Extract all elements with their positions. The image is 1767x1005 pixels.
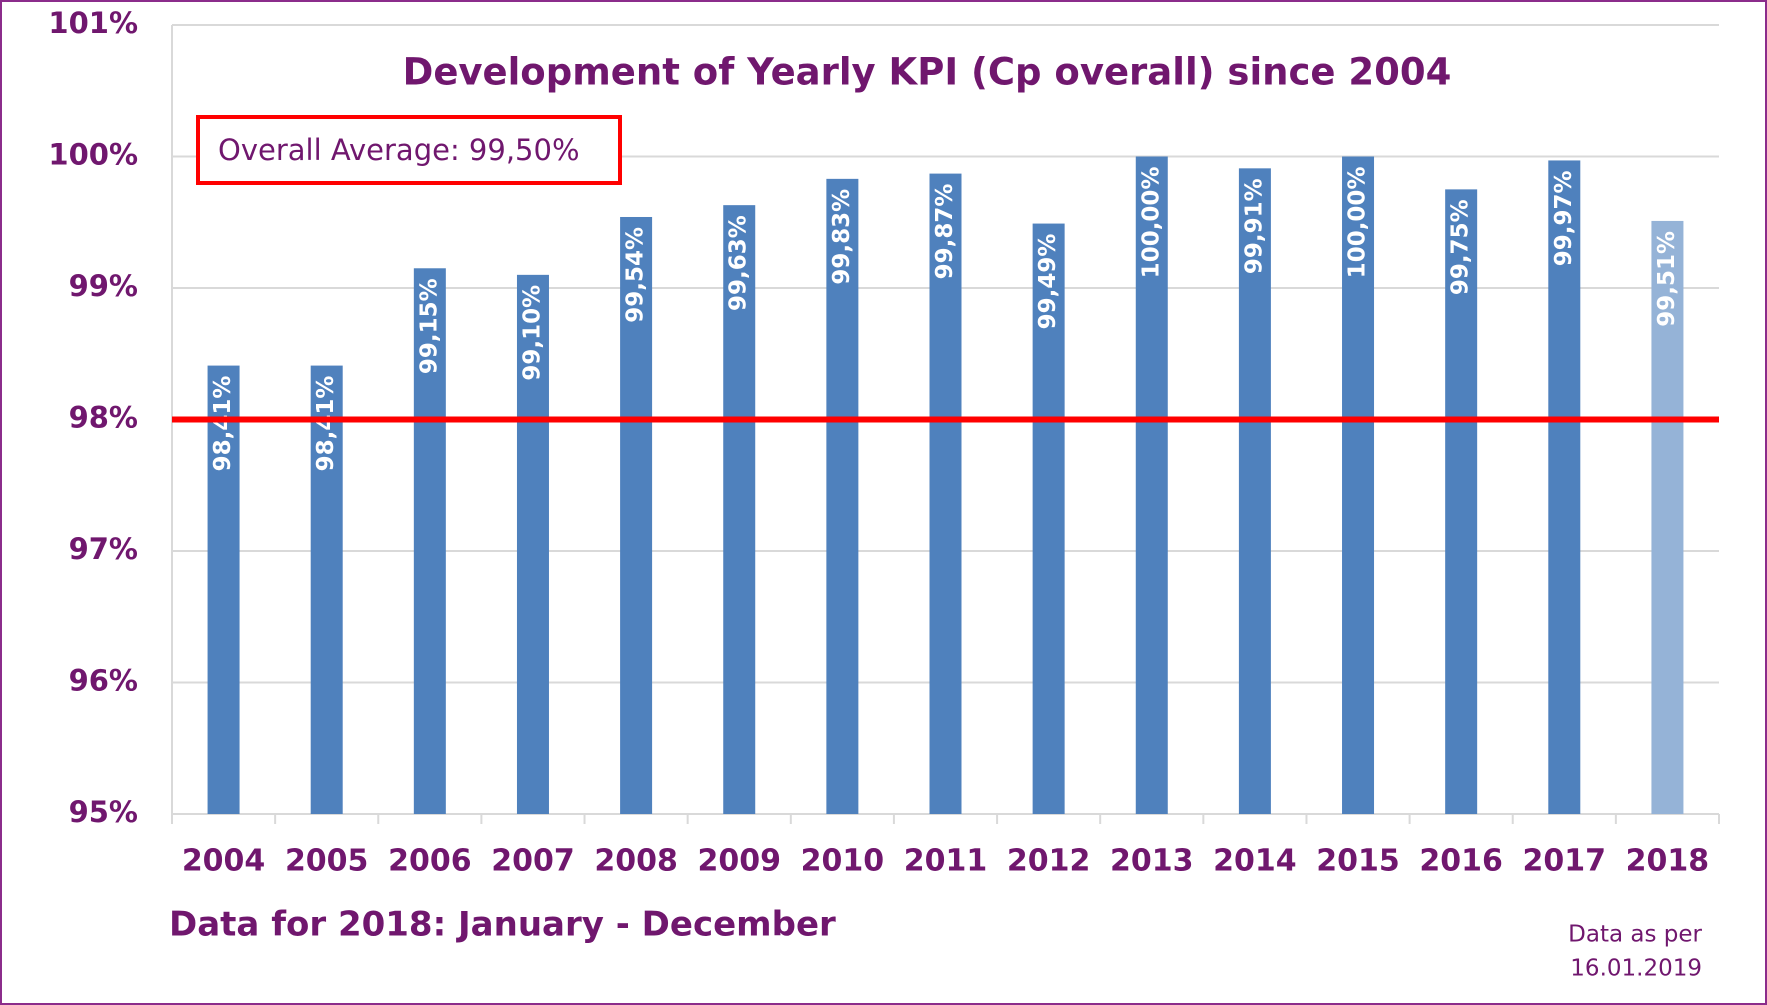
- y-tick-label: 97%: [69, 532, 138, 566]
- data-date: Data as per: [1568, 922, 1702, 948]
- y-tick-label: 98%: [69, 401, 138, 435]
- x-tick-label: 2017: [1523, 844, 1607, 879]
- y-tick-label: 99%: [69, 269, 138, 303]
- x-tick-label: 2012: [1007, 844, 1091, 879]
- note: Data for 2018: January - December: [169, 905, 836, 945]
- x-tick-label: 2008: [594, 844, 678, 879]
- bar: [1342, 156, 1375, 814]
- bar: [1135, 156, 1168, 814]
- x-tick-label: 2014: [1213, 844, 1297, 879]
- x-tick-label: 2016: [1419, 844, 1503, 879]
- y-tick-label: 101%: [48, 6, 138, 40]
- value-label: 98,41%: [313, 376, 339, 472]
- bar: [310, 365, 343, 814]
- x-tick-label: 2004: [182, 844, 266, 879]
- value-label: 99,49%: [1035, 234, 1061, 330]
- chart-title: Development of Yearly KPI (Cp overall) s…: [403, 51, 1452, 94]
- value-label: 99,87%: [932, 184, 958, 280]
- bar: [413, 268, 446, 814]
- x-tick-label: 2010: [801, 844, 885, 879]
- value-label: 99,54%: [623, 227, 649, 323]
- bar: [723, 205, 756, 814]
- y-tick-label: 100%: [48, 138, 138, 172]
- x-tick-label: 2009: [697, 844, 781, 879]
- x-tick-label: 2015: [1316, 844, 1400, 879]
- value-label: 99,97%: [1551, 170, 1577, 266]
- value-label: 99,83%: [829, 189, 855, 285]
- x-tick-label: 2018: [1626, 844, 1710, 879]
- bar: [1032, 223, 1065, 814]
- x-tick-label: 2007: [491, 844, 575, 879]
- bar: [1651, 220, 1684, 814]
- value-label: 99,10%: [519, 285, 545, 381]
- annotation: Overall Average: 99,50%: [218, 133, 580, 167]
- bar: [1238, 168, 1271, 814]
- data-date: 16.01.2019: [1570, 956, 1702, 982]
- bar: [516, 274, 549, 815]
- bar: [1445, 189, 1478, 814]
- bar: [1548, 160, 1581, 814]
- value-label: 99,63%: [726, 215, 752, 311]
- x-tick-label: 2005: [285, 844, 369, 879]
- bar: [207, 365, 240, 814]
- y-tick-label: 95%: [69, 795, 138, 829]
- y-tick-label: 96%: [69, 664, 138, 698]
- x-tick-label: 2006: [388, 844, 472, 879]
- bar: [929, 173, 962, 815]
- bar: [620, 216, 653, 815]
- value-label: 99,75%: [1448, 199, 1474, 295]
- value-label: 99,15%: [416, 278, 442, 374]
- bar: [826, 178, 859, 815]
- value-label: 100,00%: [1345, 167, 1371, 279]
- value-label: 98,41%: [210, 376, 236, 472]
- annotation-box: [196, 115, 622, 185]
- x-tick-label: 2011: [904, 844, 988, 879]
- value-label: 99,51%: [1654, 231, 1680, 327]
- x-tick-label: 2013: [1110, 844, 1194, 879]
- value-label: 100,00%: [1138, 167, 1164, 279]
- value-label: 99,91%: [1241, 178, 1267, 274]
